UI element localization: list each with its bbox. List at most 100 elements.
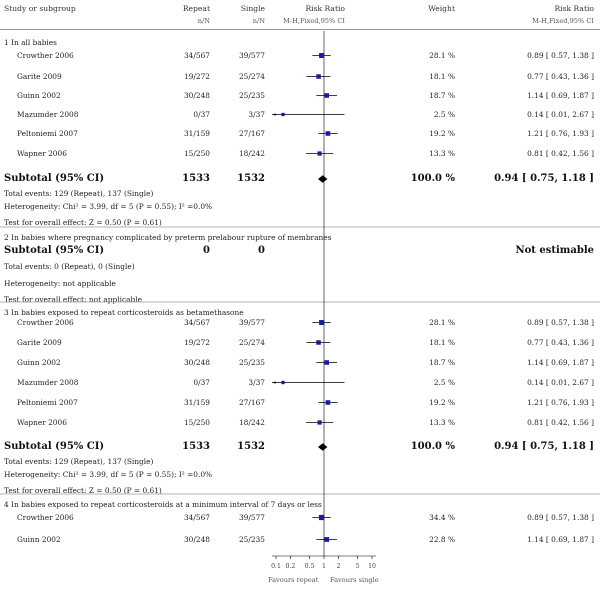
effect-square — [324, 360, 330, 365]
effect-square — [318, 514, 325, 521]
study-weight: 13.3 % — [429, 149, 455, 158]
x-tick-label: 0.5 — [305, 563, 315, 570]
study-weight: 18.7 % — [429, 91, 455, 100]
study-rr-ci: 1.14 [ 0.69, 1.87 ] — [527, 535, 594, 544]
study-weight: 19.2 % — [429, 129, 455, 138]
study-rr-ci: 1.21 [ 0.76, 1.93 ] — [527, 129, 594, 138]
study-single-nN: 18/242 — [238, 149, 265, 158]
subgroup-note: Heterogeneity: Chi² = 3.99, df = 5 (P = … — [4, 470, 213, 479]
subgroup-note: Heterogeneity: not applicable — [4, 279, 116, 288]
study-name: Guinn 2002 — [17, 91, 61, 100]
study-name: Wapner 2006 — [17, 418, 67, 427]
study-weight: 13.3 % — [429, 418, 455, 427]
study-name: Crowther 2006 — [17, 51, 74, 60]
study-weight: 18.1 % — [429, 338, 455, 347]
study-repeat-nN: 0/37 — [193, 378, 210, 387]
study-rr-ci: 0.77 [ 0.43, 1.36 ] — [527, 338, 594, 347]
effect-square — [325, 131, 331, 136]
subtotal-weight: 100.0 % — [410, 441, 455, 452]
effect-square — [281, 380, 285, 385]
subtotal-label: Subtotal (95% CI) — [4, 441, 105, 452]
subtotal-label: Subtotal (95% CI) — [4, 245, 105, 256]
study-weight: 34.4 % — [429, 513, 455, 522]
study-name: Garite 2009 — [17, 338, 62, 347]
study-name: Crowther 2006 — [17, 318, 74, 327]
effect-square — [319, 53, 325, 58]
subgroup-title: 1 In all babies — [4, 38, 57, 47]
study-single-nN: 39/577 — [238, 51, 265, 60]
subgroup-note: Test for overall effect: Z = 0.50 (P = 0… — [4, 218, 162, 227]
study-rr-ci: 0.77 [ 0.43, 1.36 ] — [527, 72, 594, 81]
subtotal-repeat: 1533 — [182, 173, 210, 184]
effect-square — [316, 340, 321, 345]
study-repeat-nN: 31/159 — [183, 129, 210, 138]
study-repeat-nN: 30/248 — [183, 358, 210, 367]
subtotal-label: Subtotal (95% CI) — [4, 173, 105, 184]
study-single-nN: 39/577 — [238, 513, 265, 522]
x-tick-label: 0.1 — [271, 563, 281, 570]
study-weight: 18.7 % — [429, 358, 455, 367]
subtotal-single: 1532 — [237, 173, 265, 184]
ci-clip-marker — [274, 113, 276, 116]
study-name: Garite 2009 — [17, 72, 62, 81]
study-name: Crowther 2006 — [17, 513, 74, 522]
favours-single-label: Favours single — [330, 576, 379, 584]
study-single-nN: 18/242 — [238, 418, 265, 427]
study-weight: 2.5 % — [433, 378, 455, 387]
study-weight: 18.1 % — [429, 72, 455, 81]
study-single-nN: 25/274 — [238, 72, 265, 81]
study-rr-ci: 0.89 [ 0.57, 1.38 ] — [527, 513, 594, 522]
subgroup-title: 4 In babies exposed to repeat corticoste… — [4, 500, 322, 509]
x-tick-label: 10 — [368, 563, 376, 570]
header-rule — [0, 29, 600, 30]
header-weight: Weight — [428, 4, 455, 13]
header-risk-ratio-method-2: M-H,Fixed,95% CI — [532, 17, 594, 25]
study-weight: 28.1 % — [429, 318, 455, 327]
effect-square — [324, 93, 330, 98]
study-rr-ci: 0.14 [ 0.01, 2.67 ] — [527, 110, 594, 119]
study-weight: 28.1 % — [429, 51, 455, 60]
subgroup-note: Heterogeneity: Chi² = 3.99, df = 5 (P = … — [4, 202, 213, 211]
subgroup-note: Total events: 129 (Repeat), 137 (Single) — [4, 457, 154, 466]
subgroup-note: Test for overall effect: not applicable — [4, 295, 143, 304]
study-repeat-nN: 0/37 — [193, 110, 210, 119]
study-repeat-nN: 31/159 — [183, 398, 210, 407]
study-name: Mazumder 2008 — [17, 378, 79, 387]
subtotal-single: 1532 — [237, 441, 265, 452]
study-rr-ci: 1.21 [ 0.76, 1.93 ] — [527, 398, 594, 407]
study-name: Mazumder 2008 — [17, 110, 79, 119]
effect-square — [281, 112, 285, 117]
subgroup-note: Total events: 129 (Repeat), 137 (Single) — [4, 189, 154, 198]
header-single: Single — [240, 4, 265, 13]
x-tick-label: 5 — [356, 563, 360, 570]
study-repeat-nN: 30/248 — [183, 535, 210, 544]
header-study: Study or subgroup — [4, 4, 76, 13]
x-tick-label: 1 — [322, 563, 326, 570]
study-name: Peltoniemi 2007 — [17, 129, 78, 138]
subgroup-note: Total events: 0 (Repeat), 0 (Single) — [4, 262, 135, 271]
study-single-nN: 25/274 — [238, 338, 265, 347]
header-single-nN: n/N — [252, 17, 265, 25]
subtotal-weight: 100.0 % — [410, 173, 455, 184]
subtotal-rr-ci: 0.94 [ 0.75, 1.18 ] — [494, 173, 594, 184]
effect-square — [325, 400, 331, 405]
header-risk-ratio-2: Risk Ratio — [554, 4, 594, 13]
study-rr-ci: 0.81 [ 0.42, 1.56 ] — [527, 149, 594, 158]
header-risk-ratio-method: M-H,Fixed,95% CI — [283, 17, 345, 25]
x-tick-label: 0.2 — [286, 563, 296, 570]
x-tick-label: 2 — [336, 563, 340, 570]
subgroup-title: 2 In babies where pregnancy complicated … — [4, 233, 332, 242]
effect-square — [324, 537, 330, 542]
study-rr-ci: 0.81 [ 0.42, 1.56 ] — [527, 418, 594, 427]
effect-square — [317, 151, 322, 156]
study-name: Wapner 2006 — [17, 149, 67, 158]
subgroup-title: 3 In babies exposed to repeat corticoste… — [4, 308, 244, 317]
study-name: Guinn 2002 — [17, 358, 61, 367]
subtotal-repeat: 1533 — [182, 441, 210, 452]
study-repeat-nN: 34/567 — [183, 51, 210, 60]
study-single-nN: 3/37 — [248, 378, 265, 387]
study-single-nN: 27/167 — [238, 398, 265, 407]
study-rr-ci: 0.89 [ 0.57, 1.38 ] — [527, 51, 594, 60]
study-repeat-nN: 30/248 — [183, 91, 210, 100]
